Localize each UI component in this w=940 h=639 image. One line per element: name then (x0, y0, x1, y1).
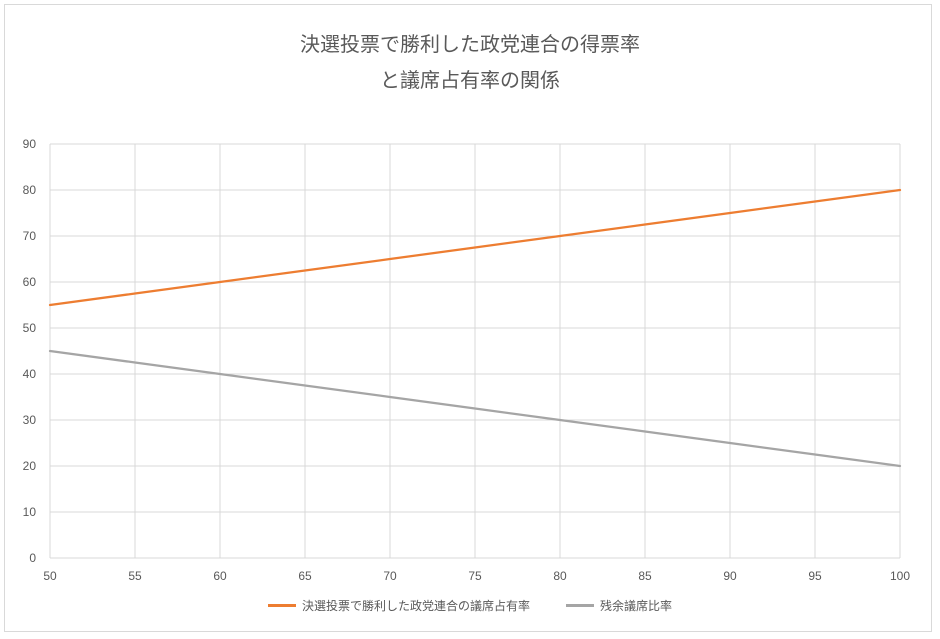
x-tick-label: 85 (638, 569, 652, 583)
legend-label-seat-share: 決選投票で勝利した政党連合の議席占有率 (301, 599, 530, 613)
y-tick-label: 30 (23, 413, 37, 427)
y-tick-label: 40 (23, 367, 37, 381)
x-tick-label: 100 (890, 569, 910, 583)
x-tick-label: 50 (43, 569, 57, 583)
y-tick-label: 90 (23, 137, 37, 151)
legend-item-remaining-seats: 残余議席比率 (566, 597, 672, 614)
series-line-seat-share (48, 188, 902, 307)
y-tick-label: 20 (23, 459, 37, 473)
x-tick-label: 65 (298, 569, 312, 583)
y-tick-label: 10 (23, 505, 37, 519)
legend-item-seat-share: 決選投票で勝利した政党連合の議席占有率 (267, 597, 530, 614)
x-tick-label: 55 (128, 569, 142, 583)
y-tick-label: 60 (23, 275, 37, 289)
x-tick-label: 70 (383, 569, 397, 583)
chart-title-line-2: と議席占有率の関係 (380, 68, 560, 92)
y-tick-label: 70 (23, 229, 37, 243)
legend-swatch-remaining-seats (566, 604, 594, 607)
y-tick-label: 50 (23, 321, 37, 335)
chart-title-line-1: 決選投票で勝利した政党連合の得票率 (300, 32, 640, 56)
x-tick-label: 60 (213, 569, 227, 583)
x-tick-label: 80 (553, 569, 567, 583)
x-tick-label: 75 (468, 569, 482, 583)
y-tick-label: 80 (23, 183, 37, 197)
y-tick-label: 0 (29, 551, 36, 565)
series-line-remaining-seats (48, 349, 902, 468)
legend-swatch-seat-share (267, 604, 296, 607)
x-tick-label: 95 (808, 569, 822, 583)
x-tick-label: 90 (723, 569, 737, 583)
chart-frame (4, 4, 932, 632)
chart-legend: 決選投票で勝利した政党連合の議席占有率 残余議席比率 (0, 597, 940, 614)
legend-label-remaining-seats: 残余議席比率 (600, 599, 673, 613)
